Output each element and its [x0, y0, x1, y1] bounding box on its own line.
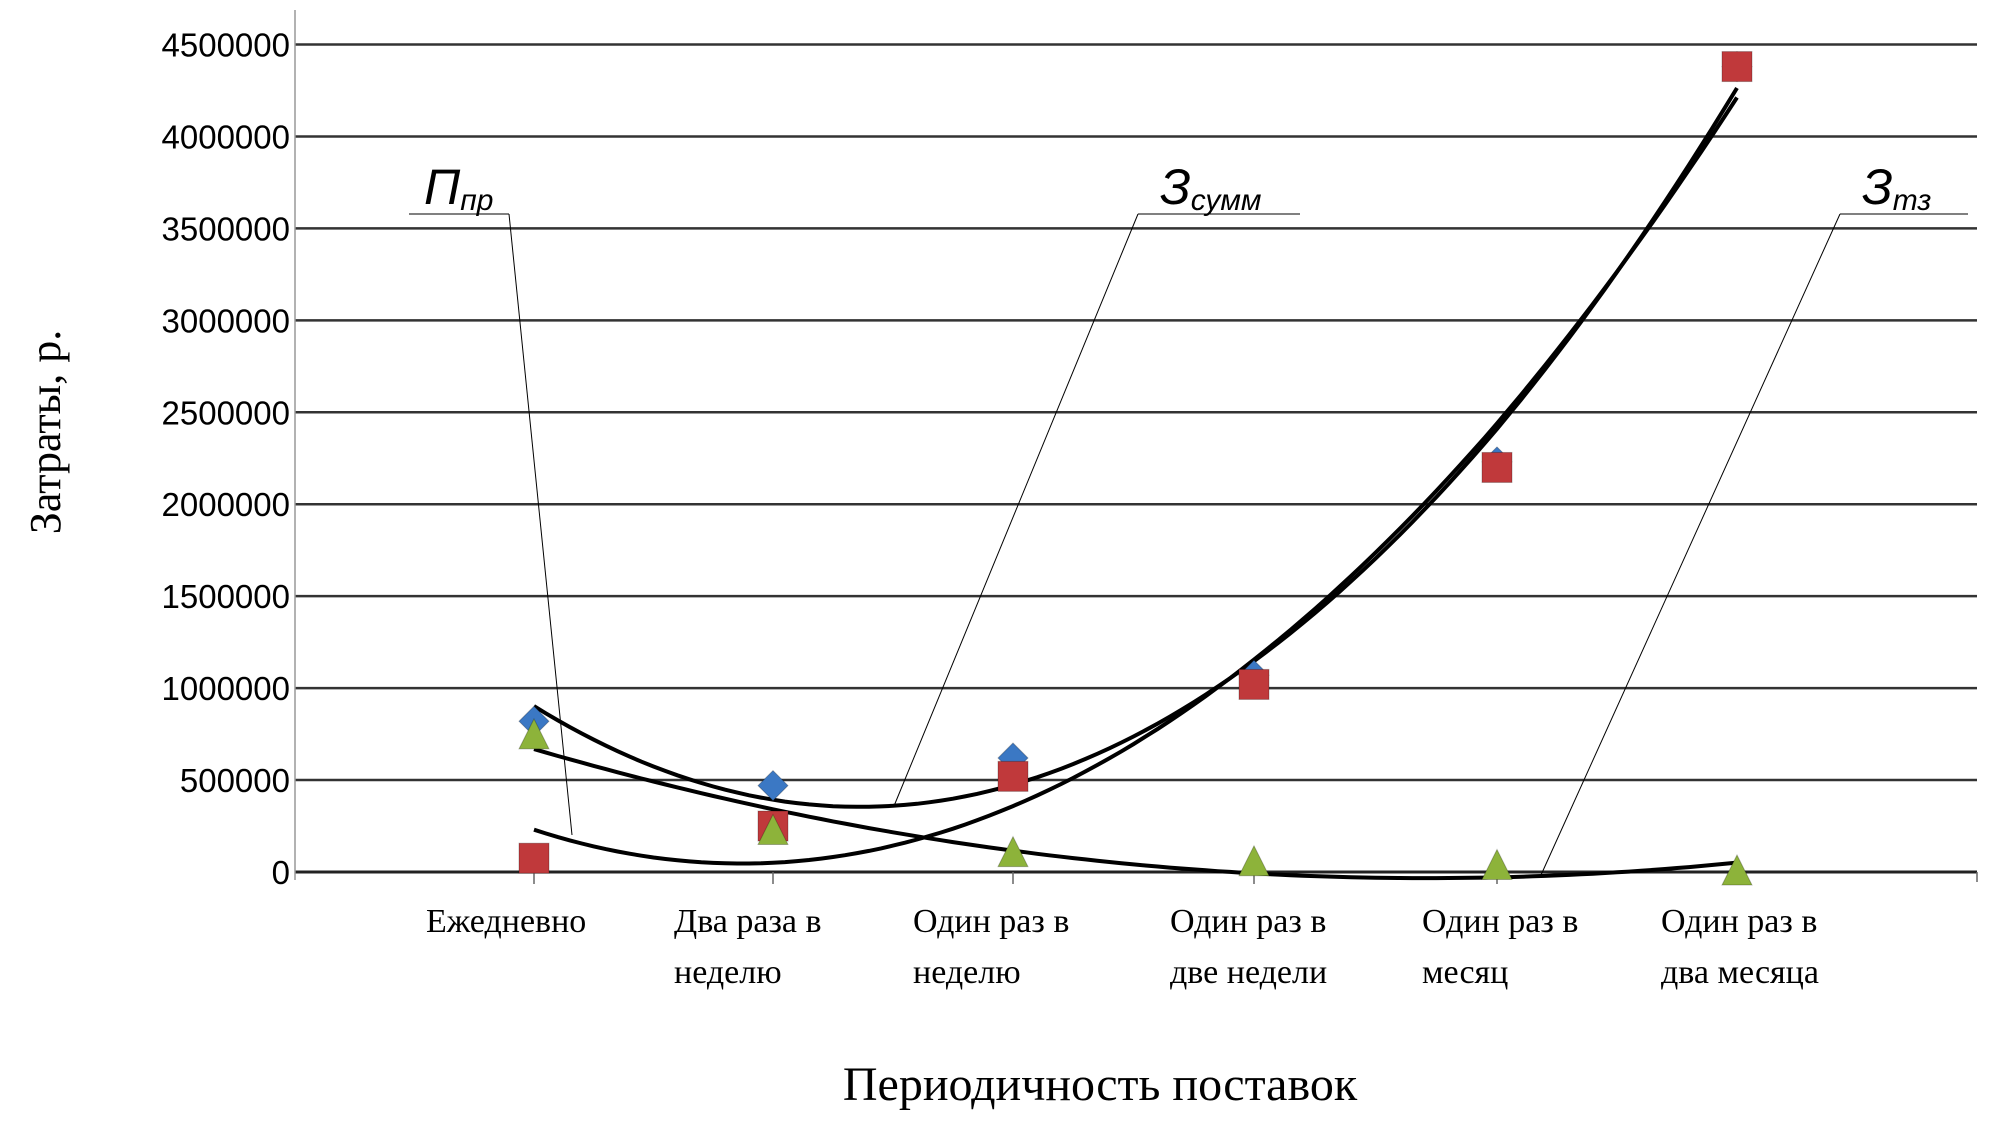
- annotation-leader: [1540, 213, 1841, 876]
- point-triangle: [1481, 848, 1513, 880]
- point-triangle: [997, 835, 1029, 868]
- annotation-p-pr: Ппр: [409, 159, 573, 836]
- x-axis-label: Периодичность поставок: [843, 1058, 1358, 1111]
- point-triangle: [1238, 844, 1270, 877]
- data-points: [518, 50, 1753, 886]
- point-square: [1238, 668, 1270, 700]
- y-tick-label: 2500000: [162, 394, 290, 431]
- y-tick-label: 4500000: [162, 27, 290, 64]
- x-category-labels: Ежедневно Два раза в неделю Один раз в недел…: [426, 903, 1819, 991]
- annotation-z-summ: Зсумм: [893, 159, 1300, 807]
- point-triangle: [757, 813, 789, 846]
- annotation-label: Зсумм: [1160, 159, 1262, 217]
- y-tick-label: 3500000: [162, 210, 290, 247]
- point-square: [518, 842, 550, 874]
- y-tick-labels: 0 500000 1000000 1500000 2000000 2500000 30000…: [162, 27, 290, 892]
- y-tick-label: 1500000: [162, 578, 290, 615]
- annotation-leader: [893, 213, 1139, 807]
- x-category-label: Два раза в: [674, 903, 822, 940]
- gridlines: [295, 43, 1978, 884]
- y-tick-label: 4000000: [162, 118, 290, 155]
- x-category-label: Один раз в: [1170, 903, 1326, 940]
- point-triangle: [1721, 853, 1753, 886]
- x-category-label: неделю: [674, 954, 782, 991]
- y-tick-label: 1000000: [162, 670, 290, 707]
- point-square: [1721, 51, 1753, 83]
- y-axis-label: Затраты, р.: [21, 330, 70, 534]
- trendline-square: [533, 96, 1739, 866]
- x-category-label: две недели: [1170, 954, 1327, 991]
- x-category-label: Один раз в: [913, 903, 1069, 940]
- x-category-label: Один раз в: [1422, 903, 1578, 940]
- annotation-z-tz: Зтз: [1540, 159, 1968, 876]
- annotation-label: Зтз: [1862, 159, 1931, 217]
- annotation-leader: [508, 213, 573, 836]
- point-square: [997, 760, 1029, 792]
- trendline-triangle: [533, 747, 1738, 881]
- point-square: [1481, 451, 1513, 483]
- point-diamond: [757, 769, 789, 802]
- y-tick-label: 500000: [180, 762, 290, 799]
- x-category-label: два месяца: [1661, 954, 1819, 991]
- x-category-label: месяц: [1422, 954, 1508, 991]
- trendlines: [532, 86, 1739, 881]
- y-tick-label: 0: [272, 854, 290, 891]
- y-tick-label: 3000000: [162, 302, 290, 339]
- trendline-diamond: [532, 86, 1739, 809]
- y-tick-label: 2000000: [162, 486, 290, 523]
- x-category-label: Ежедневно: [426, 903, 586, 940]
- point-triangle: [518, 717, 550, 750]
- x-category-label: Один раз в: [1661, 903, 1817, 940]
- annotation-label: Ппр: [424, 159, 493, 217]
- x-category-label: неделю: [913, 954, 1021, 991]
